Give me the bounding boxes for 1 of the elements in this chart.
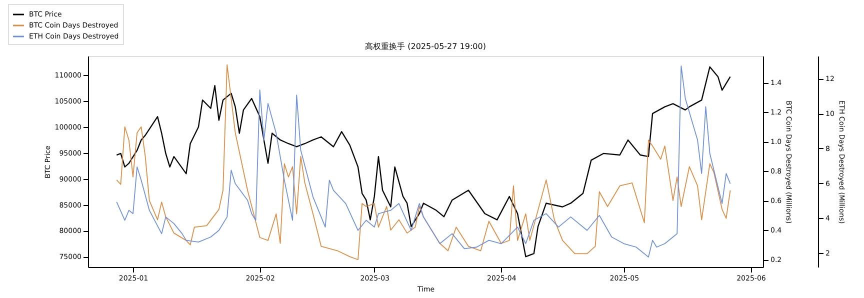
chart-title: 高权重换手 (2025-05-27 19:00) [365,42,486,51]
